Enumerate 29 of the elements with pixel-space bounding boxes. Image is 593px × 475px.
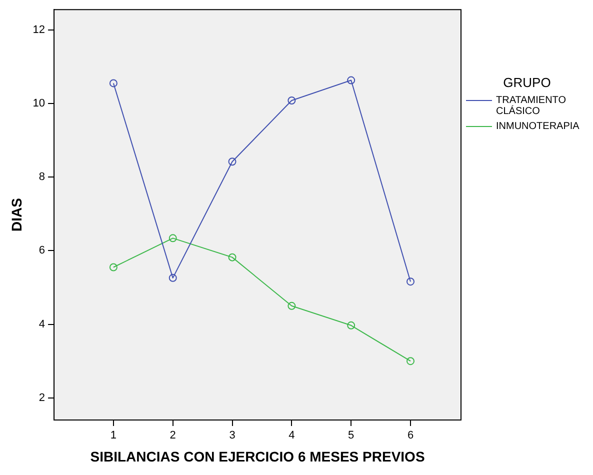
legend-label: TRATAMIENTO CLÁSICO [496, 95, 567, 117]
y-tick-label: 6 [38, 244, 46, 257]
point [109, 263, 118, 272]
y-tick-label: 12 [32, 24, 46, 36]
point [406, 357, 414, 366]
point [228, 253, 236, 262]
x-tick-label: 5 [348, 430, 354, 442]
point [168, 274, 177, 282]
legend-label: INMUNOTERAPIA [496, 121, 580, 132]
point [228, 158, 236, 166]
x-tick-label: 6 [407, 430, 414, 442]
point [406, 278, 414, 286]
x-axis-title: SIBILANCIAS CON EJERCICIO 6 MESES PREVIOS [90, 448, 425, 464]
x-tick-label: 4 [288, 430, 295, 442]
x-tick-label: 1 [110, 430, 117, 442]
y-tick-label: 8 [38, 171, 46, 184]
y-tick-label: 10 [32, 97, 46, 110]
point [288, 302, 296, 310]
point [109, 79, 118, 88]
y-tick-label: 2 [38, 392, 46, 404]
y-axis-title: DIAS [8, 198, 24, 232]
x-tick-label: 3 [229, 430, 236, 442]
point [168, 234, 177, 242]
point [347, 321, 356, 330]
point [347, 76, 356, 84]
point [288, 96, 296, 105]
x-tick-label: 2 [170, 430, 176, 442]
legend-title: GRUPO [502, 75, 552, 90]
y-tick-label: 4 [38, 318, 46, 330]
